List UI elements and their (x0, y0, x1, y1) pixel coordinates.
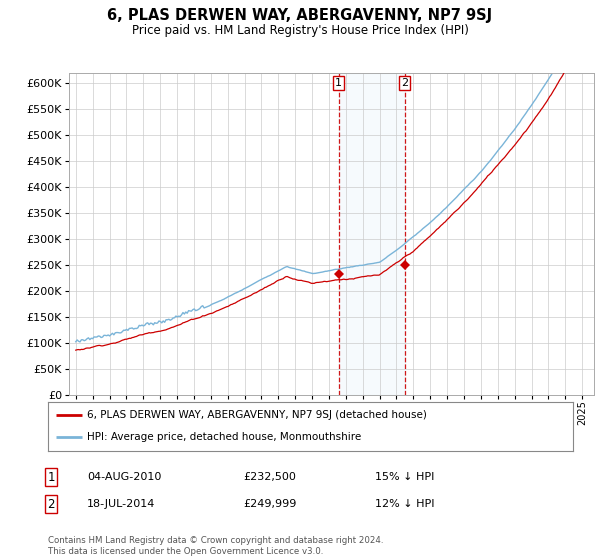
Text: HPI: Average price, detached house, Monmouthshire: HPI: Average price, detached house, Monm… (88, 432, 362, 442)
Text: 04-AUG-2010: 04-AUG-2010 (87, 472, 161, 482)
Text: 15% ↓ HPI: 15% ↓ HPI (375, 472, 434, 482)
Text: £249,999: £249,999 (243, 499, 296, 509)
Text: Contains HM Land Registry data © Crown copyright and database right 2024.
This d: Contains HM Land Registry data © Crown c… (48, 536, 383, 556)
Text: 2: 2 (47, 497, 55, 511)
Text: £232,500: £232,500 (243, 472, 296, 482)
Text: 18-JUL-2014: 18-JUL-2014 (87, 499, 155, 509)
Text: 2: 2 (401, 78, 409, 87)
Text: 12% ↓ HPI: 12% ↓ HPI (375, 499, 434, 509)
Text: 1: 1 (335, 78, 343, 87)
Text: 6, PLAS DERWEN WAY, ABERGAVENNY, NP7 9SJ: 6, PLAS DERWEN WAY, ABERGAVENNY, NP7 9SJ (107, 8, 493, 24)
Text: 6, PLAS DERWEN WAY, ABERGAVENNY, NP7 9SJ (detached house): 6, PLAS DERWEN WAY, ABERGAVENNY, NP7 9SJ… (88, 410, 427, 420)
Text: Price paid vs. HM Land Registry's House Price Index (HPI): Price paid vs. HM Land Registry's House … (131, 24, 469, 37)
Text: 1: 1 (47, 470, 55, 484)
Bar (339, 73, 405, 395)
